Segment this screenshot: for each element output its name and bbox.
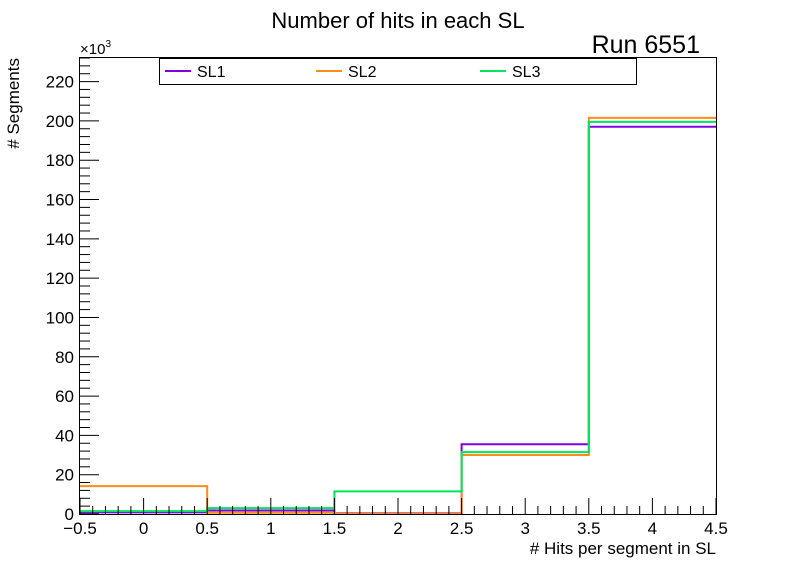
series-sl1 — [80, 125, 716, 515]
y-tick-label: 200 — [46, 112, 74, 131]
bin-sl1-3 — [462, 443, 589, 445]
bin-sl2-3 — [462, 454, 589, 456]
y-tick-label: 20 — [55, 466, 74, 485]
x-tick-label: 0.5 — [195, 519, 219, 538]
bin-sl2-4 — [589, 117, 716, 119]
y-tick-label: 160 — [46, 191, 74, 210]
svg-text:×103: ×103 — [80, 39, 111, 58]
series-sl3 — [80, 120, 716, 513]
y-tick-label: 60 — [55, 387, 74, 406]
bin-sl3-4 — [589, 121, 716, 123]
y-axis-label: # Segments — [4, 58, 23, 149]
y-multiplier-exponent: 3 — [105, 39, 111, 50]
legend-entry-sl3: SL3 — [480, 64, 541, 81]
y-axis-multiplier: ×103 — [80, 39, 111, 58]
y-tick-label: 80 — [55, 348, 74, 367]
series-line-sl1 — [80, 125, 716, 515]
legend-entry-sl2: SL2 — [316, 64, 377, 81]
legend-box — [159, 58, 637, 85]
series-sl2 — [80, 116, 716, 515]
series-line-sl3 — [80, 120, 716, 513]
y-tick-label: 140 — [46, 230, 74, 249]
x-tick-label: 4 — [648, 519, 657, 538]
x-tick-label: 2.5 — [450, 519, 474, 538]
bin-sl3-2 — [334, 490, 461, 492]
series-line-sl2 — [80, 116, 716, 515]
run-annotation: Run 6551 — [592, 31, 700, 59]
legend: SL1 SL2 SL3 — [159, 58, 637, 85]
y-tick-label: 220 — [46, 73, 74, 92]
legend-label-sl2: SL2 — [348, 64, 377, 81]
x-tick-label: 0 — [139, 519, 148, 538]
bin-sl2-0 — [80, 485, 207, 487]
x-tick-label: 2 — [393, 519, 402, 538]
plot-frame — [79, 57, 717, 515]
y-tick-label: 0 — [65, 505, 74, 524]
legend-label-sl3: SL3 — [512, 64, 541, 81]
series-group — [80, 116, 716, 515]
legend-entry-sl1: SL1 — [165, 64, 226, 81]
x-axis: −0.5 0 0.5 1 1.5 2 2.5 3 3.5 4 4.5 — [63, 498, 728, 538]
x-tick-label: −0.5 — [63, 519, 97, 538]
x-tick-label: 3 — [520, 519, 529, 538]
y-axis: 0 20 40 60 80 100 120 140 160 180 200 220 — [46, 57, 99, 524]
bin-sl3-3 — [462, 451, 589, 453]
bin-sl1-4 — [589, 126, 716, 128]
y-tick-label: 100 — [46, 308, 74, 327]
x-tick-label: 3.5 — [577, 519, 601, 538]
y-tick-label: 40 — [55, 426, 74, 445]
x-tick-label: 4.5 — [704, 519, 728, 538]
chart-title: Number of hits in each SL — [271, 8, 524, 33]
legend-label-sl1: SL1 — [197, 64, 226, 81]
x-axis-label: # Hits per segment in SL — [530, 539, 716, 558]
y-tick-label: 120 — [46, 269, 74, 288]
y-multiplier-base: ×10 — [80, 41, 105, 58]
x-tick-label: 1 — [266, 519, 275, 538]
x-tick-label: 1.5 — [323, 519, 347, 538]
y-tick-label: 180 — [46, 151, 74, 170]
